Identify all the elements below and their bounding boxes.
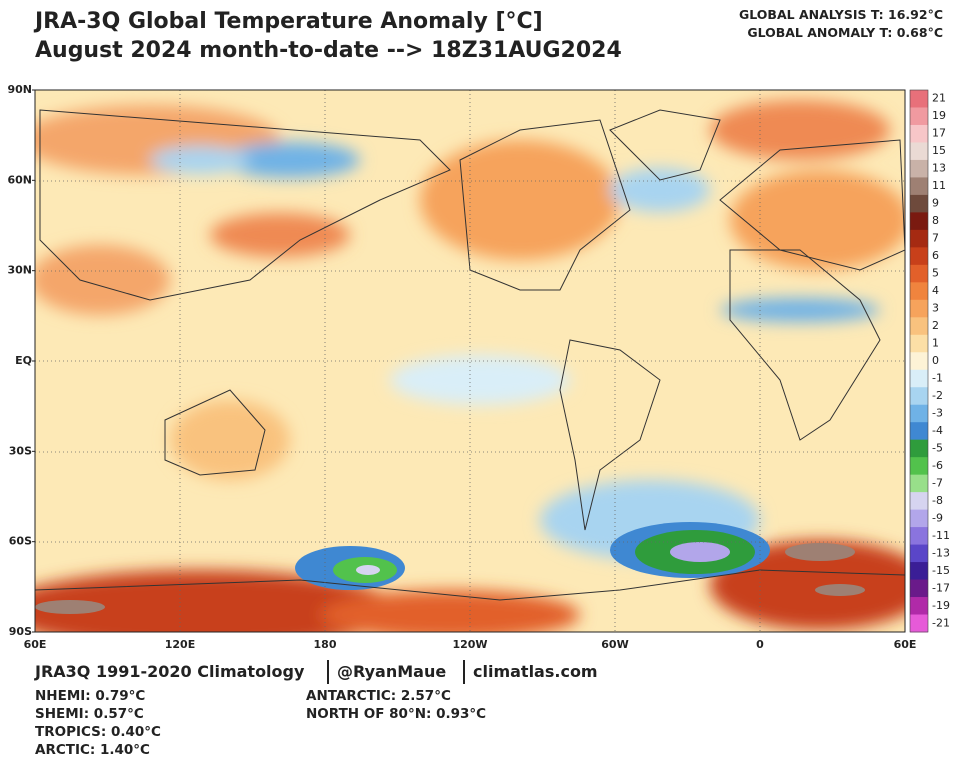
lon-label: 60W [601, 638, 628, 651]
colorbar-swatch [910, 282, 928, 301]
colorbar-swatch [910, 562, 928, 581]
colorbar-label: -15 [932, 564, 950, 577]
colorbar-label: 9 [932, 197, 939, 210]
lat-label: 90N [7, 83, 32, 96]
stat: ARCTIC: 1.40°C [35, 742, 150, 758]
stat: ANTARCTIC: 2.57°C [306, 688, 451, 704]
global-analysis: GLOBAL ANALYSIS T: 16.92°C [739, 7, 943, 22]
lon-label: 0 [756, 638, 764, 651]
colorbar-label: 2 [932, 319, 939, 332]
colorbar-label: 4 [932, 284, 939, 297]
colorbar-label: -11 [932, 529, 950, 542]
colorbar-label: -2 [932, 389, 943, 402]
colorbar-frame [909, 89, 929, 633]
colorbar-swatch [910, 527, 928, 546]
lon-label: 180 [314, 638, 337, 651]
credit-handle: @RyanMaue [337, 662, 446, 681]
colorbar-label: 0 [932, 354, 939, 367]
map [34, 89, 906, 633]
colorbar-swatch [910, 334, 928, 353]
colorbar-label: 21 [932, 92, 946, 105]
colorbar-swatch [910, 212, 928, 231]
lat-label: 90S [9, 625, 32, 638]
colorbar-label: -7 [932, 476, 943, 489]
credit-source: JRA3Q 1991-2020 Climatology [34, 662, 305, 681]
colorbar-label: 1 [932, 337, 939, 350]
title: JRA-3Q Global Temperature Anomaly [°C] [33, 9, 543, 34]
colorbar-swatch [910, 597, 928, 616]
colorbar-swatch [910, 229, 928, 248]
colorbar-swatch [910, 159, 928, 178]
colorbar-swatch [910, 509, 928, 528]
colorbar-label: -8 [932, 494, 943, 507]
colorbar-label: -13 [932, 546, 950, 559]
colorbar-label: -17 [932, 581, 950, 594]
colorbar-label: 11 [932, 179, 946, 192]
stat: NORTH OF 80°N: 0.93°C [306, 706, 486, 722]
colorbar-swatch [910, 264, 928, 283]
colorbar-swatch [910, 317, 928, 336]
colorbar-label: -21 [932, 616, 950, 629]
colorbar-swatch [910, 177, 928, 196]
colorbar-label: -3 [932, 406, 943, 419]
stat: SHEMI: 0.57°C [35, 706, 144, 722]
colorbar-label: 7 [932, 232, 939, 245]
colorbar-swatch [910, 387, 928, 406]
colorbar-label: 8 [932, 214, 939, 227]
colorbar-label: 3 [932, 302, 939, 315]
colorbar-swatch [910, 457, 928, 476]
colorbar-swatch [910, 352, 928, 371]
colorbar-swatch [910, 194, 928, 213]
colorbar-label: -1 [932, 371, 943, 384]
colorbar-swatch [910, 124, 928, 143]
colorbar-label: 5 [932, 267, 939, 280]
colorbar-swatch [910, 299, 928, 318]
global-anomaly: GLOBAL ANOMALY T: 0.68°C [747, 25, 943, 40]
anomaly-field [35, 90, 905, 632]
colorbar-swatch [910, 614, 928, 633]
lon-label: 120E [165, 638, 195, 651]
colorbar-label: -9 [932, 511, 943, 524]
colorbar-swatch [910, 579, 928, 598]
colorbar-label: -4 [932, 424, 943, 437]
credit-site: climatlas.com [473, 662, 598, 681]
colorbar-swatch [910, 142, 928, 161]
lat-label: 60N [7, 173, 32, 186]
colorbar-swatch [910, 439, 928, 458]
lat-label: 60S [9, 535, 32, 548]
lon-label: 60E [24, 638, 47, 651]
colorbar-label: 6 [932, 249, 939, 262]
colorbar-swatch [910, 474, 928, 493]
colorbar-swatch [910, 404, 928, 423]
colorbar-swatch [910, 422, 928, 441]
colorbar-label: 17 [932, 127, 946, 140]
subtitle: August 2024 month-to-date --> 18Z31AUG20… [35, 38, 622, 63]
stat: TROPICS: 0.40°C [35, 724, 161, 740]
colorbar-label: 15 [932, 144, 946, 157]
colorbar-label: 19 [932, 109, 946, 122]
colorbar-swatch [910, 369, 928, 388]
lat-label: 30N [7, 264, 32, 277]
lat-label: EQ [15, 354, 32, 367]
colorbar-swatch [910, 544, 928, 563]
coastlines [35, 109, 905, 601]
graticule [35, 90, 905, 632]
stat: NHEMI: 0.79°C [35, 688, 145, 704]
colorbar-swatch [910, 247, 928, 266]
colorbar-swatch [910, 107, 928, 126]
colorbar-label: -5 [932, 441, 943, 454]
colorbar-label: -19 [932, 599, 950, 612]
lon-label: 60E [894, 638, 917, 651]
lat-label: 30S [9, 444, 32, 457]
colorbar-label: 13 [932, 162, 946, 175]
colorbar-swatch [910, 492, 928, 511]
lon-label: 120W [452, 638, 487, 651]
colorbar-label: -6 [932, 459, 943, 472]
colorbar-swatch [910, 90, 928, 108]
